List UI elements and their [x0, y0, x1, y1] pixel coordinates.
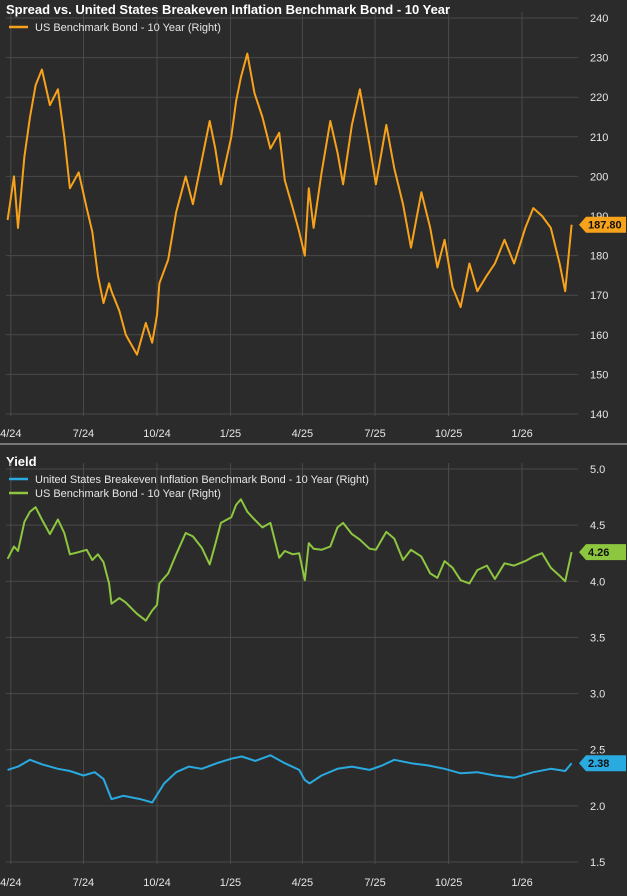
y-tick-label: 1.5 — [590, 857, 605, 869]
x-tick-label: 4/24 — [0, 877, 21, 889]
spread-last-value-marker — [579, 216, 626, 233]
yield-legend: United States Breakeven Inflation Benchm… — [9, 474, 369, 500]
x-tick-label: 10/24 — [143, 428, 171, 440]
yield-legend-label-breakeven: United States Breakeven Inflation Benchm… — [35, 474, 369, 486]
yield-last-value-label: 4.26 — [588, 547, 609, 559]
x-tick-label: 7/24 — [73, 877, 94, 889]
x-tick-label: 1/26 — [511, 877, 532, 889]
y-tick-label: 2.0 — [590, 801, 605, 813]
yield-x-axis: 4/24 7/24 10/24 1/25 4/25 7/25 10/25 1/26 — [0, 877, 533, 889]
y-tick-label: 200 — [590, 171, 608, 183]
y-tick-label: 220 — [590, 92, 608, 104]
series-line-1 — [6, 52, 573, 356]
x-tick-label: 4/25 — [292, 877, 313, 889]
x-tick-label: 4/24 — [0, 428, 21, 440]
yield-series — [6, 498, 573, 804]
yield-last-value-badges: 2.38 4.26 — [579, 544, 626, 772]
y-tick-label: 170 — [590, 290, 608, 302]
series-line-1 — [7, 754, 573, 804]
yield-gridlines — [6, 463, 578, 864]
spread-last-value-label: 187.80 — [588, 220, 622, 232]
spread-gridlines — [6, 12, 578, 416]
y-tick-label: 160 — [590, 330, 608, 342]
y-tick-label: 3.0 — [590, 689, 605, 701]
x-tick-label: 1/26 — [511, 428, 532, 440]
yield-last-value-marker — [579, 544, 626, 561]
yield-legend-label-benchmark: US Benchmark Bond - 10 Year (Right) — [35, 488, 221, 500]
spread-panel: Spread vs. United States Breakeven Infla… — [0, 2, 626, 440]
x-tick-label: 10/25 — [435, 877, 463, 889]
y-tick-label: 2.5 — [590, 745, 605, 757]
spread-x-axis: 4/24 7/24 10/24 1/25 4/25 7/25 10/25 1/26 — [0, 428, 533, 440]
yield-last-value-marker — [579, 755, 626, 772]
x-tick-label: 10/24 — [143, 877, 171, 889]
y-tick-label: 3.5 — [590, 632, 605, 644]
y-tick-label: 230 — [590, 53, 608, 65]
y-tick-label: 240 — [590, 13, 608, 25]
spread-last-value-badge: 187.80 — [579, 216, 626, 233]
x-tick-label: 7/25 — [364, 428, 385, 440]
y-tick-label: 180 — [590, 251, 608, 263]
y-tick-label: 140 — [590, 409, 608, 421]
x-tick-label: 4/25 — [292, 428, 313, 440]
y-tick-label: 210 — [590, 132, 608, 144]
x-tick-label: 1/25 — [220, 428, 241, 440]
spread-legend-label: US Benchmark Bond - 10 Year (Right) — [35, 22, 221, 34]
x-tick-label: 1/25 — [220, 877, 241, 889]
x-tick-label: 7/24 — [73, 428, 94, 440]
yield-last-value-label: 2.38 — [588, 758, 609, 770]
y-tick-label: 150 — [590, 369, 608, 381]
spread-series — [6, 52, 573, 356]
y-tick-label: 4.0 — [590, 576, 605, 588]
series-line-2 — [6, 498, 573, 622]
x-tick-label: 7/25 — [364, 877, 385, 889]
y-tick-label: 5.0 — [590, 464, 605, 476]
spread-legend: US Benchmark Bond - 10 Year (Right) — [9, 22, 221, 34]
yield-panel: Yield 1.5 2.0 2.5 3.0 3.5 4.0 4.5 5.0 4/24 7/24 1… — [0, 454, 626, 889]
spread-panel-title: Spread vs. United States Breakeven Infla… — [6, 2, 450, 17]
x-tick-label: 10/25 — [435, 428, 463, 440]
yield-y-axis: 1.5 2.0 2.5 3.0 3.5 4.0 4.5 5.0 — [590, 464, 605, 869]
y-tick-label: 4.5 — [590, 520, 605, 532]
yield-panel-title: Yield — [6, 454, 37, 469]
